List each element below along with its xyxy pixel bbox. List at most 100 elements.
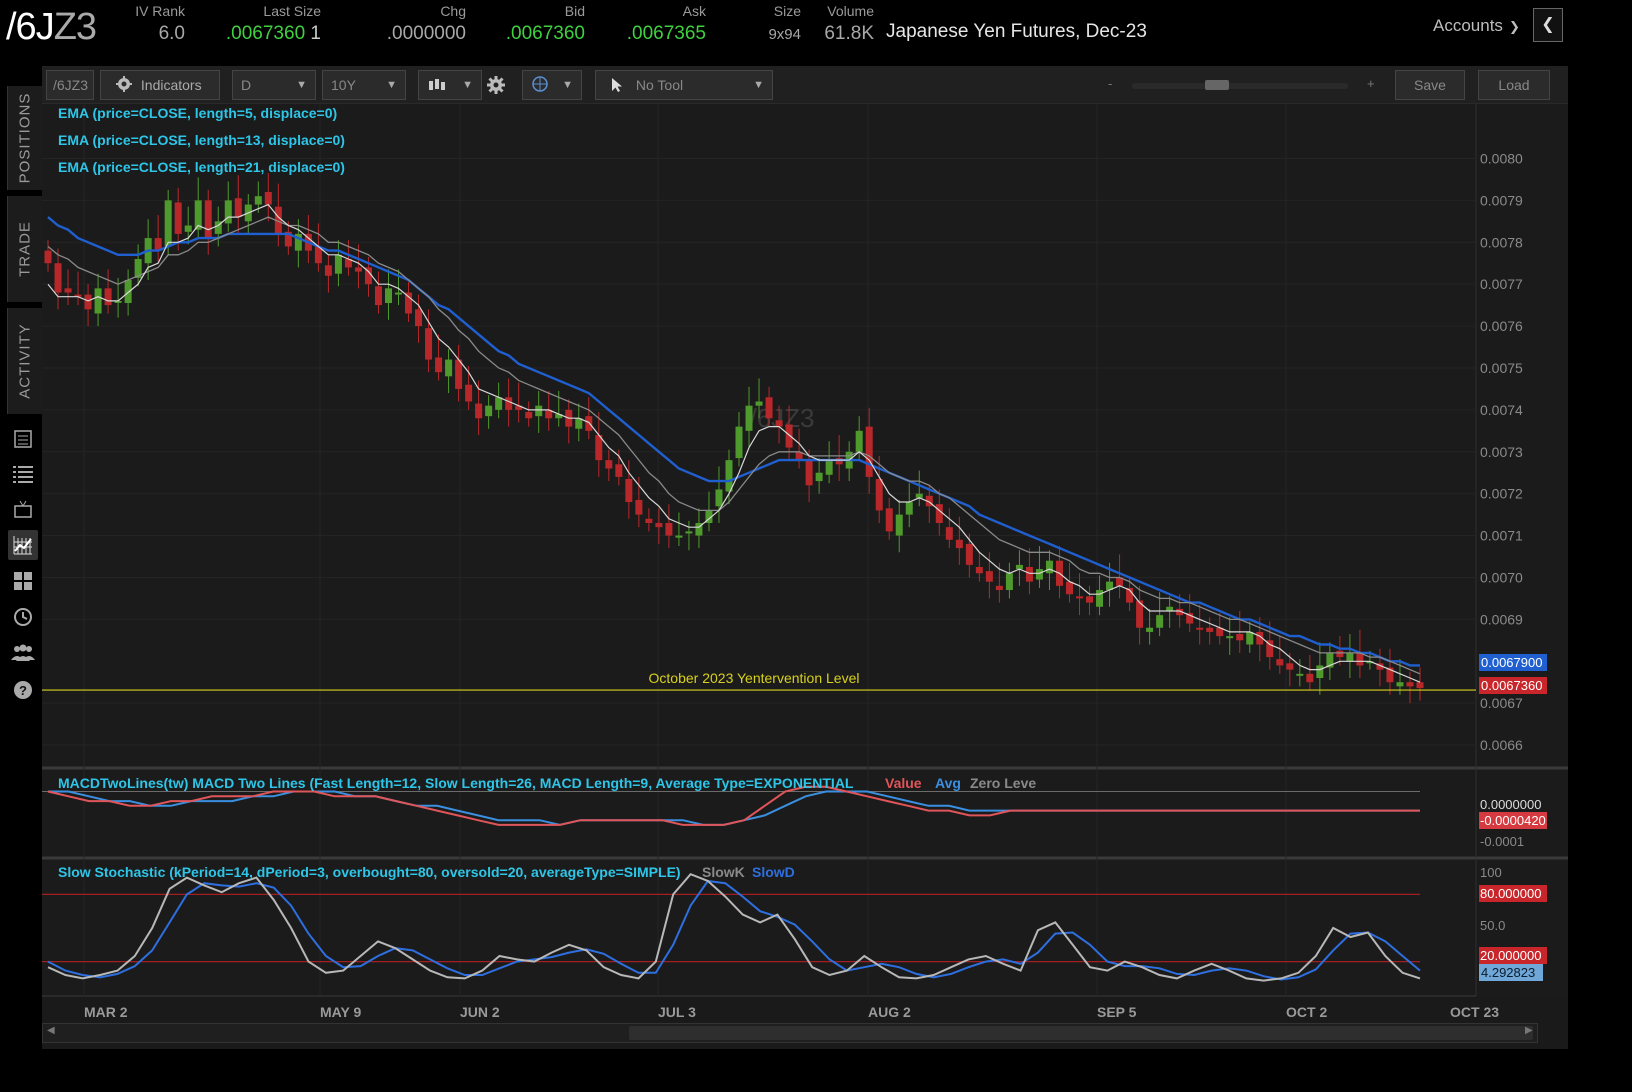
ema13-line: [47, 216, 1421, 675]
history-icon[interactable]: [8, 602, 38, 632]
tv-icon[interactable]: [8, 494, 38, 524]
candle-body: [1045, 560, 1053, 574]
price-tick-label: 0.0080: [1480, 150, 1523, 166]
candle-body: [154, 238, 162, 251]
instrument-description: Japanese Yen Futures, Dec-23: [886, 21, 1147, 42]
timeframe-select[interactable]: 10Y ▼: [322, 70, 406, 100]
time-axis-label: MAR 2: [84, 1004, 128, 1020]
zoom-out-button[interactable]: -: [1108, 76, 1113, 91]
price-chart[interactable]: 0.0080 0.0079 0.0078 0.0077 0.0076 0.0075 0.00…: [42, 66, 1568, 1049]
quote-field-value: .0067365: [626, 23, 706, 44]
candle-body: [64, 288, 72, 293]
quote-header: /6JZ3 IV Rank 6.0 Last Size .0067360 1 Chg .0…: [0, 0, 1568, 66]
scroll-right-arrow-icon[interactable]: ▶: [1525, 1025, 1533, 1036]
study-title: EMA (price=CLOSE, length=5, displace=0): [58, 105, 337, 121]
quote-field-value: .0067360 1: [225, 23, 321, 44]
quote-field-value: .0000000: [386, 23, 466, 44]
candle-body: [1196, 627, 1204, 630]
zoom-slider-thumb[interactable]: [1205, 80, 1229, 90]
candle-body: [425, 328, 433, 360]
candle-body: [1336, 650, 1344, 658]
candle-body: [1025, 566, 1033, 582]
price-badge-red: [1479, 677, 1547, 694]
candle-body: [1286, 663, 1294, 670]
candle-body: [995, 585, 1003, 591]
zoom-slider-track[interactable]: [1132, 83, 1348, 89]
accounts-menu[interactable]: Accounts ❯: [1433, 16, 1520, 36]
quote-field-size: Size 9x94: [741, 3, 801, 43]
price-tick-label: 0.0076: [1480, 318, 1523, 334]
macd-value-badge-bg: [1479, 812, 1547, 829]
zoom-in-button[interactable]: +: [1367, 76, 1375, 91]
drawing-style-select[interactable]: ▼: [522, 70, 582, 100]
symbol-display[interactable]: /6JZ3: [6, 6, 97, 49]
candle-body: [284, 231, 292, 247]
chart-toolbar: /6JZ3 Indicators D ▼ 10Y ▼ ▼ ▼ No Tool ▼ -…: [42, 66, 1568, 104]
candle-body: [925, 495, 933, 507]
stoch-overbought-badge: 80.000000: [1480, 886, 1541, 901]
candle-body: [1096, 590, 1104, 607]
chart-panel: 0.0080 0.0079 0.0078 0.0077 0.0076 0.0075 0.00…: [42, 66, 1568, 1049]
candle-body: [675, 535, 683, 538]
candle-body: [44, 250, 52, 264]
stochastic-panel-bg: [42, 860, 1568, 996]
macd-legend-zero: Zero Leve: [970, 775, 1036, 791]
settings-gear-icon[interactable]: [486, 75, 506, 100]
quote-field-label: Size: [773, 3, 801, 19]
aggregation-select[interactable]: D ▼: [232, 70, 316, 100]
list-icon[interactable]: [8, 459, 38, 489]
quote-field-ask: Ask .0067365: [596, 3, 706, 45]
candle-body: [475, 403, 483, 419]
candle-body: [795, 451, 803, 461]
macd-tick-label: -0.0001: [1480, 834, 1524, 849]
load-button[interactable]: Load: [1478, 70, 1550, 100]
candle-body: [625, 478, 633, 503]
help-icon[interactable]: ?: [8, 675, 38, 705]
candle-body: [945, 527, 953, 540]
scroll-left-arrow-icon[interactable]: ◀: [47, 1025, 55, 1036]
candle-body: [1406, 682, 1414, 687]
stoch-tick-label: 50.0: [1480, 918, 1505, 933]
people-icon[interactable]: [8, 638, 38, 668]
symbol-input[interactable]: /6JZ3: [46, 70, 94, 100]
candle-body: [224, 200, 232, 224]
price-badge-red-text: 0.0067360: [1481, 678, 1542, 693]
candle-body: [104, 288, 112, 306]
candle-body: [715, 489, 723, 507]
candle-body: [575, 418, 583, 429]
quote-field-iv-rank: IV Rank 6.0: [105, 3, 185, 45]
symbol-input-value: /6JZ3: [53, 77, 89, 93]
chart-style-select[interactable]: ▼: [418, 70, 482, 100]
horizontal-scrollbar[interactable]: ◀ ▶: [42, 1023, 1538, 1043]
candle-body: [705, 510, 713, 523]
candle-body: [344, 259, 352, 268]
tab-trade[interactable]: TRADE: [7, 196, 42, 302]
candle-body: [785, 424, 793, 448]
macd-legend-avg: Avg: [935, 775, 961, 791]
study-title: EMA (price=CLOSE, length=13, displace=0): [58, 132, 345, 148]
tab-activity[interactable]: ACTIVITY: [7, 308, 42, 414]
drawing-tool-select[interactable]: No Tool ▼: [595, 70, 773, 100]
candle-body: [234, 198, 242, 218]
calculator-icon[interactable]: [8, 424, 38, 454]
scrollbar-thumb[interactable]: [629, 1026, 1533, 1040]
quote-field-label: Ask: [682, 3, 706, 19]
tab-positions[interactable]: POSITIONS: [7, 86, 42, 190]
macd-value-line: [47, 785, 1420, 826]
quote-field-label: IV Rank: [135, 3, 185, 19]
collapse-panel-button[interactable]: ❮: [1533, 8, 1563, 42]
indicators-button[interactable]: Indicators: [100, 70, 220, 100]
time-axis-label: OCT 2: [1286, 1004, 1327, 1020]
layout-icon[interactable]: [8, 566, 38, 596]
save-button[interactable]: Save: [1395, 70, 1465, 100]
candle-body: [314, 246, 322, 264]
accounts-label: Accounts: [1433, 16, 1503, 35]
candle-body: [585, 416, 593, 431]
quote-field-chg: Chg .0000000: [356, 3, 466, 45]
candle-body: [1416, 682, 1424, 689]
chart-grid-icon[interactable]: [8, 530, 38, 560]
candle-body: [985, 571, 993, 582]
tab-activity-label: ACTIVITY: [16, 323, 34, 399]
candle-body: [875, 478, 883, 511]
candle-body: [1376, 663, 1384, 670]
